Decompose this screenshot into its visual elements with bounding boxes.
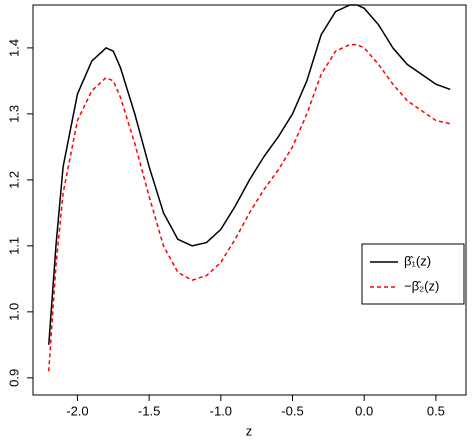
- x-tick-label: -2.0: [66, 403, 88, 418]
- x-tick-label: -0.5: [281, 403, 303, 418]
- y-tick-label: 1.3: [6, 105, 21, 123]
- y-tick-label: 1.0: [6, 303, 21, 321]
- y-tick-label: 1.2: [6, 171, 21, 189]
- series-line: [48, 43, 451, 372]
- x-tick-label: 0.5: [427, 403, 445, 418]
- legend-label: −β̂₂(z): [404, 278, 439, 293]
- x-tick-label: -1.5: [138, 403, 160, 418]
- x-axis-label: z: [246, 423, 253, 438]
- plot-frame: [32, 4, 467, 396]
- legend-label: β̂₁(z): [404, 253, 431, 268]
- y-tick-label: 1.1: [6, 237, 21, 255]
- series-line: [48, 4, 451, 345]
- y-tick-label: 0.9: [6, 369, 21, 387]
- y-tick-label: 1.4: [6, 39, 21, 57]
- x-tick-label: -1.0: [210, 403, 232, 418]
- x-tick-label: 0.0: [355, 403, 373, 418]
- legend-box: [361, 243, 465, 305]
